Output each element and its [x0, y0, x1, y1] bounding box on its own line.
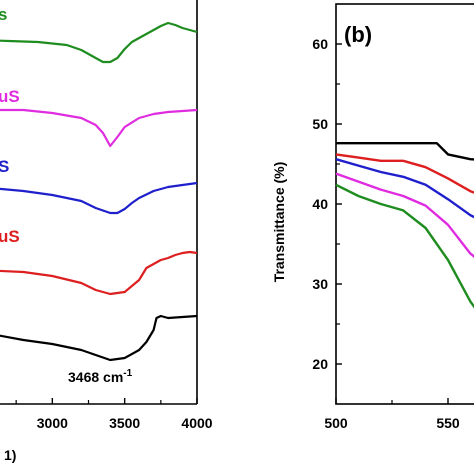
panel-a-series-tag-0: s — [0, 5, 7, 24]
panel-b-ytick-label-0: 20 — [312, 356, 328, 372]
panel-a-series-line-4 — [0, 314, 198, 362]
panel-b-series-line-3 — [335, 172, 474, 258]
panel-a-series-tag-1: uS — [0, 87, 20, 106]
panel-a-series — [0, 21, 198, 362]
panel-b: 20 30 40 50 60 500 550 (b) Transmittance (%) — [271, 3, 474, 431]
panel-a-xlabel-fragment: 1) — [4, 447, 16, 463]
annotation-peak: 3468 cm-1 — [68, 368, 133, 385]
panel-a-series-line-1 — [0, 108, 198, 148]
annotation-peak-sup: -1 — [123, 368, 132, 379]
panel-b-xtick-label-0: 500 — [324, 415, 348, 431]
panel-b-ytick-label-3: 50 — [312, 116, 328, 132]
panel-b-series-line-0 — [336, 142, 474, 161]
panel-a-xtick-label-2: 4000 — [181, 415, 212, 431]
panel-a: 3000 3500 4000 s uS SuS 3468 cm-1 1) — [0, 0, 213, 463]
panel-b-ticks: 20 30 40 50 60 500 550 — [312, 36, 459, 431]
panel-b-ylabel: Transmittance (%) — [271, 162, 287, 283]
panel-a-series-tags: s uS SuS — [0, 5, 20, 246]
panel-b-series-line-1 — [335, 153, 474, 194]
panel-a-xtick-label-0: 3000 — [37, 415, 68, 431]
panel-a-series-tag-3: uS — [0, 227, 20, 246]
panel-a-series-line-0 — [0, 21, 198, 64]
panel-a-series-line-2 — [0, 181, 198, 215]
panel-b-series — [335, 142, 474, 309]
panel-b-title: (b) — [344, 22, 372, 47]
panel-b-ytick-label-2: 40 — [312, 196, 328, 212]
panel-b-xtick-label-1: 550 — [436, 415, 460, 431]
panel-a-ticks: 3000 3500 4000 — [15, 398, 213, 431]
panel-a-xtick-label-1: 3500 — [109, 415, 140, 431]
panel-b-ytick-label-1: 30 — [312, 276, 328, 292]
panel-b-series-line-4 — [335, 183, 474, 309]
panel-b-series-line-2 — [335, 158, 474, 219]
panel-a-series-line-3 — [0, 250, 198, 296]
panel-b-ytick-label-4: 60 — [312, 36, 328, 52]
annotation-peak-text: 3468 cm — [68, 369, 123, 385]
panel-a-series-tag-2: S — [0, 157, 9, 176]
